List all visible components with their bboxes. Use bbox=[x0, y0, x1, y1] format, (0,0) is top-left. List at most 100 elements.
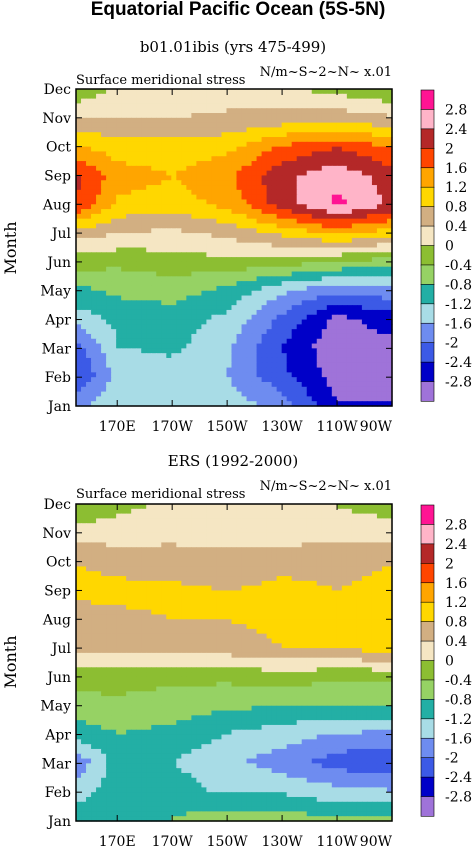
contour-cell bbox=[146, 209, 152, 215]
contour-cell bbox=[161, 386, 167, 393]
contour-cell bbox=[276, 271, 283, 277]
contour-cell bbox=[121, 401, 127, 407]
contour-cell bbox=[81, 542, 87, 548]
contour-cell bbox=[106, 261, 112, 268]
contour-cell bbox=[231, 257, 238, 263]
contour-cell bbox=[191, 271, 197, 277]
contour-cell bbox=[351, 209, 358, 215]
contour-cell bbox=[386, 261, 393, 268]
contour-cell bbox=[181, 233, 187, 239]
contour-cell bbox=[381, 513, 388, 520]
colorbar-label: -1.6 bbox=[445, 316, 472, 332]
contour-cell bbox=[76, 324, 82, 330]
contour-cell bbox=[106, 333, 112, 340]
contour-cell bbox=[221, 137, 228, 143]
contour-cell bbox=[116, 180, 122, 186]
contour-cell bbox=[321, 156, 328, 162]
contour-cell bbox=[186, 261, 192, 268]
contour-cell bbox=[141, 300, 147, 306]
contour-cell bbox=[136, 391, 142, 397]
contour-cell bbox=[366, 218, 373, 225]
contour-cell bbox=[86, 242, 92, 249]
contour-cell bbox=[136, 237, 142, 244]
contour-cell bbox=[151, 377, 157, 383]
contour-cell bbox=[176, 319, 182, 325]
contour-cell bbox=[201, 523, 208, 529]
contour-cell bbox=[341, 300, 348, 306]
contour-cell bbox=[116, 290, 122, 297]
contour-cell bbox=[191, 199, 197, 205]
contour-cell bbox=[136, 175, 142, 181]
contour-cell bbox=[141, 377, 147, 383]
contour-cell bbox=[261, 314, 268, 321]
contour-cell bbox=[316, 228, 323, 234]
contour-cell bbox=[136, 285, 142, 292]
contour-cell bbox=[231, 513, 238, 520]
contour-cell bbox=[281, 329, 288, 335]
contour-cell bbox=[286, 556, 293, 563]
contour-cell bbox=[336, 329, 343, 335]
contour-cell bbox=[231, 233, 238, 239]
contour-cell bbox=[306, 93, 313, 100]
contour-cell bbox=[221, 237, 228, 244]
contour-cell bbox=[306, 401, 313, 407]
contour-cell bbox=[336, 391, 343, 397]
contour-cell bbox=[196, 199, 202, 205]
contour-cell bbox=[386, 247, 393, 253]
contour-cell bbox=[206, 223, 213, 229]
contour-cell bbox=[166, 204, 172, 210]
contour-cell bbox=[191, 165, 197, 172]
contour-cell bbox=[286, 113, 293, 119]
contour-cell bbox=[236, 108, 243, 114]
contour-cell bbox=[356, 290, 363, 297]
contour-cell bbox=[331, 401, 338, 407]
contour-cell bbox=[356, 146, 363, 153]
contour-cell bbox=[241, 170, 248, 177]
contour-cell bbox=[186, 122, 192, 129]
contour-cell bbox=[341, 523, 348, 529]
contour-cell bbox=[186, 348, 192, 354]
contour-cell bbox=[386, 228, 393, 234]
contour-cell bbox=[341, 357, 348, 364]
contour-cell bbox=[156, 386, 162, 393]
contour-cell bbox=[156, 513, 162, 520]
contour-cell bbox=[251, 137, 258, 143]
contour-cell bbox=[106, 242, 112, 249]
contour-cell bbox=[291, 391, 298, 397]
contour-cell bbox=[181, 381, 187, 388]
contour-cell bbox=[251, 523, 258, 529]
contour-cell bbox=[286, 271, 293, 277]
contour-cell bbox=[226, 338, 233, 345]
contour-cell bbox=[131, 309, 137, 316]
contour-cell bbox=[336, 367, 343, 373]
contour-cell bbox=[161, 247, 167, 253]
contour-cell bbox=[291, 309, 298, 316]
contour-cell bbox=[91, 333, 97, 340]
contour-cell bbox=[131, 165, 137, 172]
contour-cell bbox=[261, 151, 268, 157]
contour-cell bbox=[351, 189, 358, 196]
contour-cell bbox=[121, 113, 127, 119]
contour-cell bbox=[131, 93, 137, 100]
contour-cell bbox=[191, 348, 197, 354]
contour-cell bbox=[311, 108, 318, 114]
contour-cell bbox=[256, 237, 263, 244]
contour-cell bbox=[386, 194, 393, 201]
contour-cell bbox=[156, 377, 162, 383]
contour-cell bbox=[231, 401, 238, 407]
contour-cell bbox=[96, 271, 102, 277]
contour-cell bbox=[336, 528, 343, 534]
contour-cell bbox=[291, 257, 298, 263]
contour-cell bbox=[331, 132, 338, 138]
contour-cell bbox=[271, 319, 278, 325]
contour-cell bbox=[136, 401, 142, 407]
contour-cell bbox=[126, 314, 132, 321]
contour-cell bbox=[186, 381, 192, 388]
contour-cell bbox=[321, 175, 328, 181]
contour-cell bbox=[76, 108, 82, 114]
contour-cell bbox=[106, 319, 112, 325]
contour-cell bbox=[351, 180, 358, 186]
contour-cell bbox=[196, 175, 202, 181]
contour-cell bbox=[356, 319, 363, 325]
contour-cell bbox=[216, 391, 223, 397]
